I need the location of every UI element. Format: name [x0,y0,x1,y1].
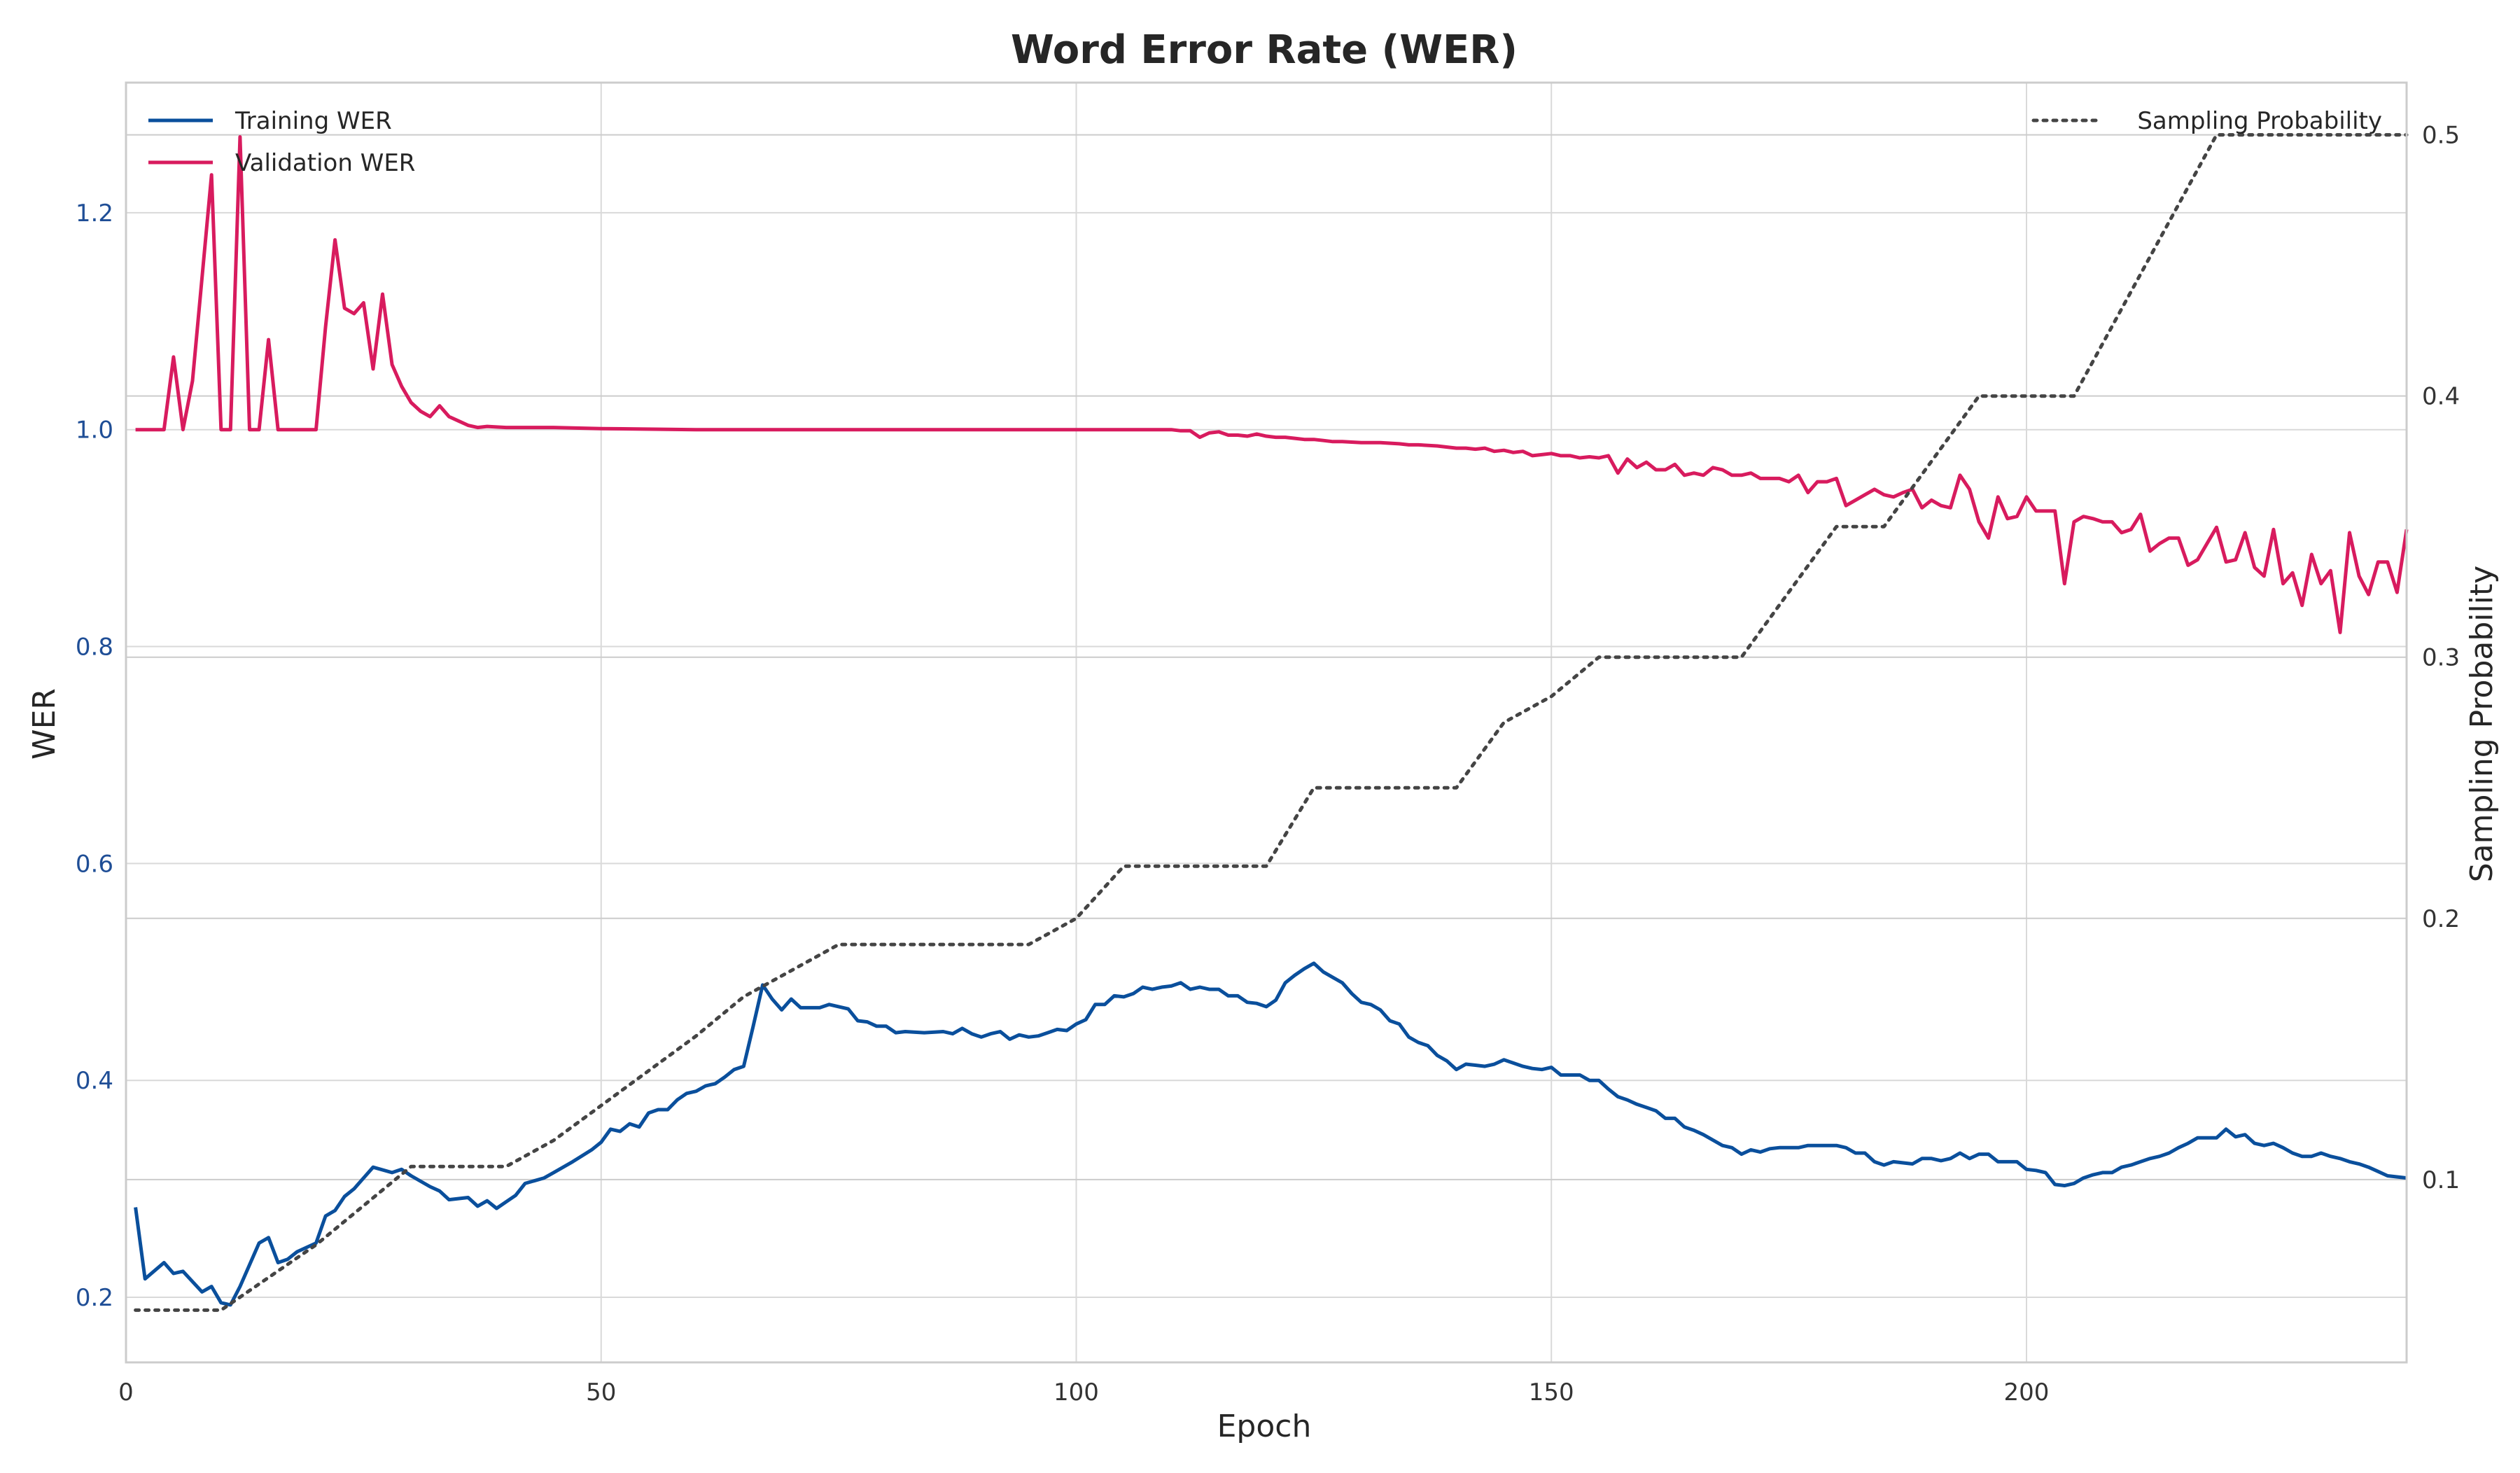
series-layer [134,133,2409,1312]
y2-tick-label: 0.5 [2422,122,2460,150]
y-tick-label: 0.8 [76,634,113,662]
y-axis-ticks: 0.2 0.4 0.6 0.8 1.0 1.2 [76,200,113,1312]
y-tick-label: 1.0 [76,417,113,445]
y2-tick-label: 0.2 [2422,905,2460,933]
x-axis-ticks: 0 50 100 150 200 [118,1378,2049,1406]
legend-label-training: Training WER [234,107,392,135]
validation-wer-line [135,135,2409,634]
sampling-probability-line [134,133,2409,1312]
plot-frame [125,81,2408,1364]
y-tick-label: 0.2 [76,1284,113,1312]
y-tick-label: 0.4 [76,1067,113,1095]
x-tick-label: 150 [1529,1378,1574,1406]
x-tick-label: 50 [586,1378,616,1406]
legend-right: Sampling Probability [2031,107,2382,135]
grid-layer [125,83,2407,1362]
x-axis-label: Epoch [1217,1409,1312,1444]
y2-axis-label: Sampling Probability [2464,566,2500,883]
y2-axis-ticks: 0.1 0.2 0.3 0.4 0.5 [2422,122,2460,1194]
legend-label-validation: Validation WER [235,149,415,177]
training-wer-line [134,961,2407,1307]
x-tick-label: 200 [2004,1378,2050,1406]
x-tick-label: 0 [118,1378,134,1406]
y-tick-label: 1.2 [76,200,113,228]
legend-label-sampling: Sampling Probability [2137,107,2382,135]
y2-tick-label: 0.4 [2422,383,2460,411]
chart-title: Word Error Rate (WER) [1011,27,1518,73]
y-tick-label: 0.6 [76,850,113,878]
y-axis-label: WER [27,688,62,760]
legend-left: Training WER Validation WER [148,107,415,177]
y2-tick-label: 0.1 [2422,1166,2460,1194]
y2-tick-label: 0.3 [2422,644,2460,672]
x-tick-label: 100 [1054,1378,1099,1406]
